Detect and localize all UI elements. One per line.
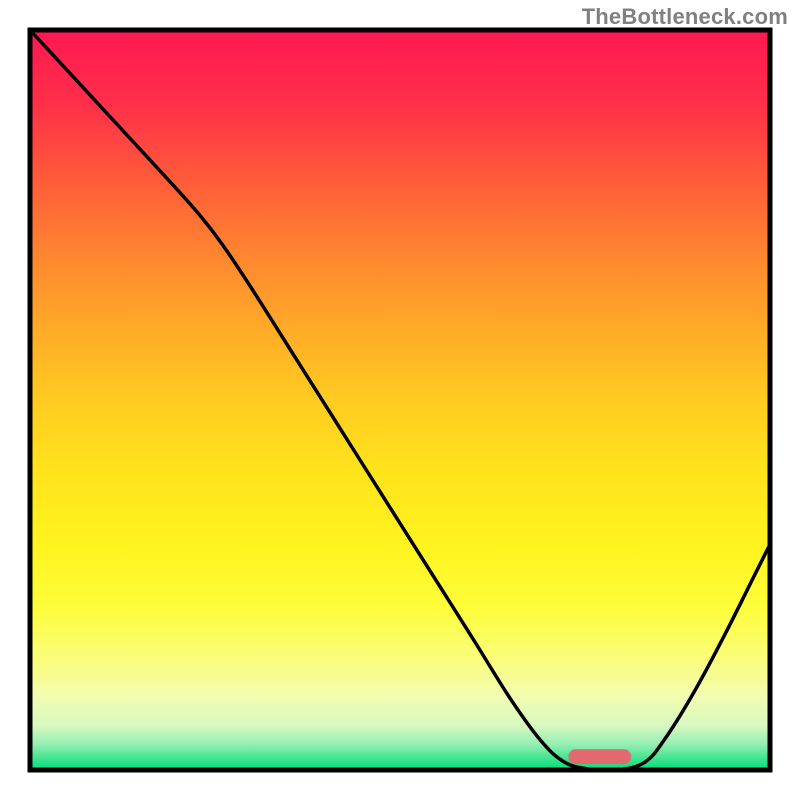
bottleneck-chart (0, 0, 800, 800)
optimal-marker (568, 749, 631, 764)
chart-canvas: TheBottleneck.com (0, 0, 800, 800)
plot-background (30, 30, 770, 770)
watermark-text: TheBottleneck.com (582, 4, 788, 30)
